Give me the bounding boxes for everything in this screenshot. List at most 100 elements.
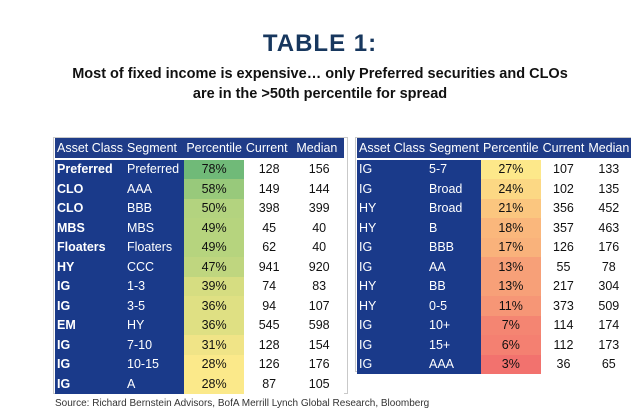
current-cell: 62	[243, 237, 295, 257]
current-cell: 87	[243, 374, 295, 394]
segment-cell: 10-15	[125, 354, 185, 374]
median-cell: 920	[294, 257, 344, 277]
percentile-cell: 50%	[184, 198, 244, 218]
asset-class-cell: IG	[357, 315, 427, 335]
segment-cell: AAA	[125, 179, 185, 199]
table-row: IG Broad 24% 102 135	[357, 179, 632, 199]
median-cell: 133	[586, 158, 632, 179]
table-row: IG AA 13% 55 78	[357, 257, 632, 277]
header-asset-class: Asset Class	[357, 138, 427, 160]
median-cell: 107	[294, 296, 344, 316]
current-cell: 45	[243, 218, 295, 238]
segment-cell: MBS	[125, 218, 185, 238]
percentile-cell: 24%	[481, 179, 541, 199]
table-row: HY Broad 21% 356 452	[357, 198, 632, 218]
median-cell: 40	[294, 218, 344, 238]
segment-cell: HY	[125, 315, 185, 335]
percentile-cell: 58%	[184, 179, 244, 199]
right-table: Asset Class Segment Percentile Current M…	[357, 138, 632, 374]
left-table-frame	[53, 137, 348, 394]
asset-class-cell: IG	[357, 237, 427, 257]
asset-class-cell: CLO	[55, 179, 125, 199]
table-row: EM HY 36% 545 598	[55, 315, 344, 335]
right-table-header: Asset Class Segment Percentile Current M…	[357, 138, 632, 160]
median-cell: 78	[586, 257, 632, 277]
left-table: Asset Class Segment Percentile Current M…	[55, 138, 344, 394]
current-cell: 114	[540, 315, 587, 335]
median-cell: 174	[586, 315, 632, 335]
table-row: IG 3-5 36% 94 107	[55, 296, 344, 316]
segment-cell: Preferred	[125, 158, 185, 179]
table-row: CLO BBB 50% 398 399	[55, 198, 344, 218]
current-cell: 941	[243, 257, 295, 277]
asset-class-cell: HY	[55, 257, 125, 277]
asset-class-cell: CLO	[55, 198, 125, 218]
asset-class-cell: EM	[55, 315, 125, 335]
header-segment: Segment	[125, 138, 185, 160]
current-cell: 373	[540, 296, 587, 316]
segment-cell: 3-5	[125, 296, 185, 316]
current-cell: 74	[243, 276, 295, 296]
header-median: Median	[294, 138, 344, 160]
table-row: MBS MBS 49% 45 40	[55, 218, 344, 238]
table-row: IG 1-3 39% 74 83	[55, 276, 344, 296]
segment-cell: B	[427, 218, 482, 238]
median-cell: 105	[294, 374, 344, 394]
asset-class-cell: IG	[55, 296, 125, 316]
median-cell: 156	[294, 158, 344, 179]
current-cell: 126	[243, 354, 295, 374]
table-row: IG 7-10 31% 128 154	[55, 335, 344, 355]
percentile-cell: 39%	[184, 276, 244, 296]
current-cell: 128	[243, 335, 295, 355]
asset-class-cell: IG	[55, 335, 125, 355]
percentile-cell: 36%	[184, 315, 244, 335]
current-cell: 36	[540, 354, 587, 374]
segment-cell: CCC	[125, 257, 185, 277]
median-cell: 176	[586, 237, 632, 257]
asset-class-cell: IG	[357, 158, 427, 179]
asset-class-cell: Preferred	[55, 158, 125, 179]
median-cell: 40	[294, 237, 344, 257]
percentile-cell: 18%	[481, 218, 541, 238]
percentile-cell: 49%	[184, 237, 244, 257]
segment-cell: 1-3	[125, 276, 185, 296]
segment-cell: 10+	[427, 315, 482, 335]
table-row: Preferred Preferred 78% 128 156	[55, 158, 344, 179]
asset-class-cell: IG	[357, 354, 427, 374]
percentile-cell: 36%	[184, 296, 244, 316]
current-cell: 356	[540, 198, 587, 218]
median-cell: 399	[294, 198, 344, 218]
percentile-cell: 31%	[184, 335, 244, 355]
table-row: HY BB 13% 217 304	[357, 276, 632, 296]
header-segment: Segment	[427, 138, 482, 160]
asset-class-cell: HY	[357, 198, 427, 218]
median-cell: 154	[294, 335, 344, 355]
percentile-cell: 28%	[184, 374, 244, 394]
asset-class-cell: Floaters	[55, 237, 125, 257]
current-cell: 398	[243, 198, 295, 218]
percentile-cell: 49%	[184, 218, 244, 238]
segment-cell: 15+	[427, 335, 482, 355]
median-cell: 135	[586, 179, 632, 199]
asset-class-cell: IG	[55, 374, 125, 394]
segment-cell: BBB	[125, 198, 185, 218]
table-subtitle: Most of fixed income is expensive… only …	[0, 64, 640, 104]
median-cell: 144	[294, 179, 344, 199]
current-cell: 55	[540, 257, 587, 277]
asset-class-cell: IG	[55, 354, 125, 374]
table-row: IG 10-15 28% 126 176	[55, 354, 344, 374]
current-cell: 102	[540, 179, 587, 199]
asset-class-cell: IG	[357, 257, 427, 277]
current-cell: 94	[243, 296, 295, 316]
subtitle-line-1: Most of fixed income is expensive… only …	[72, 66, 568, 82]
current-cell: 107	[540, 158, 587, 179]
header-percentile: Percentile	[481, 138, 541, 160]
left-table-header: Asset Class Segment Percentile Current M…	[55, 138, 344, 160]
percentile-cell: 13%	[481, 257, 541, 277]
current-cell: 217	[540, 276, 587, 296]
current-cell: 112	[540, 335, 587, 355]
table-row: IG 5-7 27% 107 133	[357, 158, 632, 179]
header-current: Current	[243, 138, 295, 160]
current-cell: 545	[243, 315, 295, 335]
table-row: CLO AAA 58% 149 144	[55, 179, 344, 199]
